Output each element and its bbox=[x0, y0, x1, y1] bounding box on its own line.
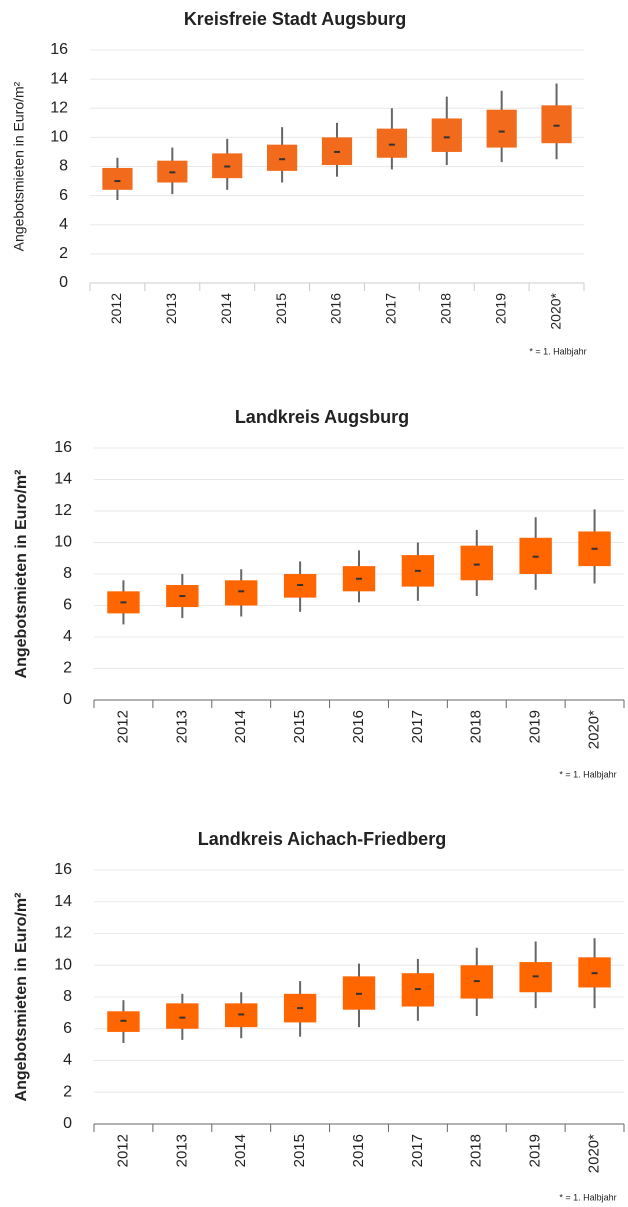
x-tick-label: 2016 bbox=[350, 710, 367, 743]
x-tick-label: 2014 bbox=[218, 293, 234, 324]
x-tick-label: 2014 bbox=[232, 710, 249, 743]
y-tick-label: 12 bbox=[54, 925, 72, 942]
y-tick-label: 4 bbox=[63, 628, 72, 645]
box bbox=[225, 580, 258, 606]
box bbox=[460, 545, 493, 581]
y-tick-label: 10 bbox=[54, 956, 72, 973]
x-tick-label: 2017 bbox=[409, 1134, 426, 1167]
x-tick-label: 2013 bbox=[163, 293, 179, 324]
y-tick-label: 6 bbox=[63, 597, 72, 614]
x-tick-label: 2018 bbox=[468, 1134, 485, 1167]
box bbox=[431, 118, 462, 152]
x-tick-label: 2020* bbox=[586, 710, 603, 749]
y-axis-label: Angebotsmieten in Euro/m² bbox=[13, 470, 30, 679]
y-tick-label: 2 bbox=[63, 660, 72, 677]
y-tick-label: 0 bbox=[63, 1115, 72, 1132]
y-tick-label: 14 bbox=[50, 70, 68, 87]
x-tick-label: 2013 bbox=[173, 710, 190, 743]
y-tick-label: 4 bbox=[63, 1052, 72, 1069]
x-tick-label: 2016 bbox=[350, 1134, 367, 1167]
footnote: * = 1. Halbjahr bbox=[559, 769, 616, 779]
box bbox=[166, 1003, 199, 1029]
y-tick-label: 10 bbox=[54, 534, 72, 551]
x-tick-label: 2015 bbox=[291, 710, 308, 743]
y-tick-label: 12 bbox=[50, 99, 68, 116]
y-tick-label: 14 bbox=[54, 471, 72, 488]
x-tick-label: 2017 bbox=[409, 710, 426, 743]
x-tick-label: 2020* bbox=[586, 1134, 603, 1173]
x-tick-label: 2017 bbox=[383, 293, 399, 324]
x-tick-label: 2018 bbox=[437, 293, 453, 324]
x-tick-label: 2012 bbox=[108, 293, 124, 324]
y-tick-label: 12 bbox=[54, 502, 72, 519]
y-tick-label: 16 bbox=[54, 861, 72, 878]
y-axis-label: Angebotsmieten in Euro/m² bbox=[11, 81, 27, 251]
x-tick-label: 2013 bbox=[173, 1134, 190, 1167]
y-tick-label: 16 bbox=[50, 41, 68, 58]
y-tick-label: 6 bbox=[59, 187, 68, 204]
y-tick-label: 8 bbox=[63, 988, 72, 1005]
x-tick-label: 2015 bbox=[291, 1134, 308, 1167]
y-tick-label: 16 bbox=[54, 439, 72, 456]
chart-title: Landkreis Aichach-Friedberg bbox=[198, 829, 446, 849]
y-tick-label: 2 bbox=[59, 245, 68, 262]
x-tick-label: 2012 bbox=[114, 710, 131, 743]
x-tick-label: 2019 bbox=[527, 1134, 544, 1167]
box bbox=[486, 109, 517, 148]
y-tick-label: 0 bbox=[59, 274, 68, 291]
box bbox=[376, 128, 407, 158]
footnote: * = 1. Halbjahr bbox=[559, 1192, 616, 1202]
y-tick-label: 8 bbox=[63, 565, 72, 582]
y-axis-label: Angebotsmieten in Euro/m² bbox=[13, 893, 30, 1102]
box bbox=[541, 105, 572, 144]
y-tick-label: 2 bbox=[63, 1083, 72, 1100]
y-tick-label: 4 bbox=[59, 216, 68, 233]
x-tick-label: 2016 bbox=[328, 293, 344, 324]
chart-title: Landkreis Augsburg bbox=[235, 407, 409, 427]
y-tick-label: 0 bbox=[63, 691, 72, 708]
x-tick-label: 2019 bbox=[527, 710, 544, 743]
y-tick-label: 14 bbox=[54, 893, 72, 910]
x-tick-label: 2019 bbox=[492, 293, 508, 324]
y-tick-label: 10 bbox=[50, 129, 68, 146]
footnote: * = 1. Halbjahr bbox=[529, 346, 586, 356]
x-tick-label: 2020* bbox=[547, 292, 563, 329]
x-tick-label: 2012 bbox=[114, 1134, 131, 1167]
y-tick-label: 8 bbox=[59, 158, 68, 175]
box bbox=[102, 167, 133, 190]
x-tick-label: 2015 bbox=[273, 293, 289, 324]
x-tick-label: 2018 bbox=[468, 710, 485, 743]
x-tick-label: 2014 bbox=[232, 1134, 249, 1167]
y-tick-label: 6 bbox=[63, 1020, 72, 1037]
box bbox=[267, 144, 298, 171]
chart-title: Kreisfreie Stadt Augsburg bbox=[184, 9, 406, 29]
